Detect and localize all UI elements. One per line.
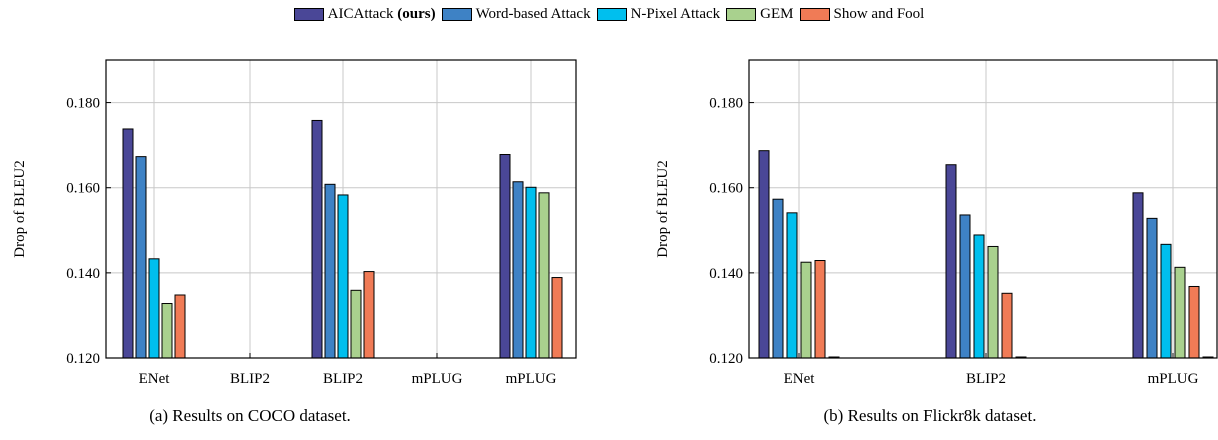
bar: [512, 181, 524, 359]
bar: [135, 156, 147, 359]
x-tick-label: mPLUG: [412, 371, 463, 387]
y-tick-label: 0.160: [66, 181, 100, 197]
legend-label: Word-based Attack: [475, 6, 591, 22]
legend-item: Show and Fool: [799, 6, 925, 23]
bar: [1146, 217, 1158, 359]
x-tick-label: BLIP2: [230, 371, 270, 387]
legend-label-suffix: (ours): [397, 6, 436, 22]
x-tick-label: BLIP2: [966, 371, 1006, 387]
legend-label: AICAttack (ours): [327, 6, 436, 22]
legend-swatch: [596, 8, 627, 21]
legend-label: Show and Fool: [833, 6, 925, 22]
bar: [525, 186, 537, 359]
bar: [814, 260, 826, 359]
bar: [311, 119, 323, 359]
bar: [1132, 192, 1144, 359]
y-tick-label: 0.120: [66, 351, 100, 367]
x-tick-label: ENet: [784, 371, 816, 387]
legend-label: N-Pixel Attack: [630, 6, 721, 22]
x-tick-label: mPLUG: [506, 371, 557, 387]
y-tick-label: 0.120: [709, 351, 743, 367]
bar: [1188, 285, 1200, 359]
x-tick-label: mPLUG: [1148, 371, 1199, 387]
caption-flickr8k: (b) Results on Flickr8k dataset.: [823, 406, 1037, 425]
bar: [959, 214, 971, 359]
y-tick-label: 0.180: [709, 96, 743, 112]
x-tick-label: BLIP2: [323, 371, 363, 387]
bar: [758, 150, 770, 359]
legend-swatch: [293, 8, 324, 21]
y-tick-label: 0.180: [66, 96, 100, 112]
legend-label: GEM: [760, 6, 794, 22]
bar: [945, 164, 957, 359]
bar: [786, 212, 798, 359]
bar: [499, 154, 511, 359]
y-axis-label: Drop of BLEU2: [655, 160, 671, 258]
y-tick-label: 0.160: [709, 181, 743, 197]
bar: [161, 303, 173, 359]
y-tick-label: 0.140: [709, 266, 743, 282]
y-axis-label: Drop of BLEU2: [12, 160, 28, 258]
bar: [538, 192, 550, 359]
bar: [1174, 266, 1186, 359]
chart-legend: AICAttack (ours) Word-based Attack N-Pixel…: [0, 6, 1218, 26]
bar: [987, 245, 999, 359]
plot-frame: [748, 59, 1218, 359]
bar: [363, 271, 375, 359]
legend-item: Word-based Attack: [441, 6, 591, 23]
x-tick-label: ENet: [139, 371, 171, 387]
chart-flickr8k: 0.120 0.140 0.160 0.180 ENet BLIP2 mPLUG Drop o…: [655, 59, 1218, 387]
bar: [1001, 292, 1013, 359]
bar: [551, 277, 563, 359]
bar: [122, 128, 134, 359]
bar: [174, 294, 186, 359]
bar: [148, 258, 160, 359]
legend-swatch: [441, 8, 472, 21]
bar: [800, 261, 812, 359]
bar: [772, 198, 784, 359]
bar: [350, 289, 362, 359]
legend-item: AICAttack (ours): [293, 6, 436, 23]
caption-coco: (a) Results on COCO dataset.: [149, 406, 351, 425]
bar: [337, 194, 349, 359]
bar: [973, 234, 985, 359]
bar: [1160, 243, 1172, 359]
legend-item: N-Pixel Attack: [596, 6, 721, 23]
plot-frame: [105, 59, 577, 359]
legend-swatch: [726, 8, 757, 21]
y-tick-label: 0.140: [66, 266, 100, 282]
bar: [324, 183, 336, 359]
chart-coco: 0.120 0.140 0.160 0.180 ENet BLIP2 BLIP2 mPLUG m…: [12, 59, 577, 387]
legend-item: GEM: [726, 6, 794, 23]
legend-swatch: [799, 8, 830, 21]
